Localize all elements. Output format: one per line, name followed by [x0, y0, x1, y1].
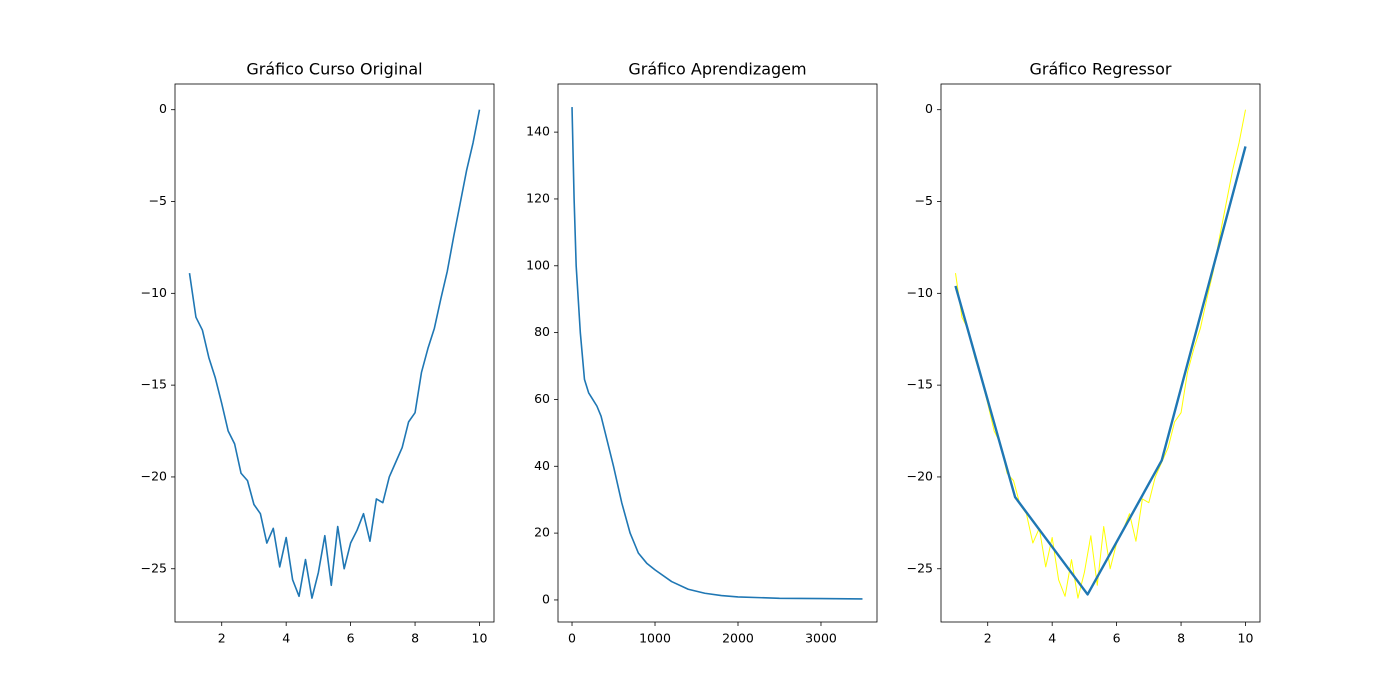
x-tick-label: 2 — [218, 631, 226, 646]
subplot: Gráfico Regressor 2 4 6 8 10 0 −5 −10 −15 −20 −25 — [907, 60, 1261, 646]
y-tick-label: −10 — [141, 285, 167, 300]
subplot: Gráfico Curso Original 2 4 6 8 10 0 −5 −10 −15 −20… — [141, 60, 495, 646]
y-tick-label: −20 — [141, 468, 167, 483]
y-tick-label: −5 — [149, 193, 167, 208]
subplot-title: Gráfico Aprendizagem — [628, 60, 806, 79]
x-tick-label: 6 — [347, 631, 355, 646]
y-tick-label: 120 — [526, 190, 550, 205]
y-tick-label: 0 — [542, 591, 550, 606]
y-tick-label: −25 — [141, 560, 167, 575]
subplot-title: Gráfico Curso Original — [246, 60, 422, 79]
x-tick-label: 10 — [472, 631, 488, 646]
y-tick-label: −10 — [907, 285, 933, 300]
y-tick-label: 80 — [534, 324, 550, 339]
x-tick-label: 10 — [1238, 631, 1254, 646]
axes-frame — [940, 83, 1261, 623]
x-tick-label: 3000 — [805, 631, 837, 646]
x-tick-label: 0 — [568, 631, 576, 646]
x-tick-label: 4 — [1048, 631, 1056, 646]
data-line — [188, 109, 481, 599]
axes-frame — [557, 83, 878, 623]
y-tick-label: −15 — [141, 377, 167, 392]
x-tick-label: 8 — [411, 631, 419, 646]
subplot: Gráfico Aprendizagem 0 1000 2000 3000 0 20 40 60… — [526, 60, 878, 646]
y-tick-label: 60 — [534, 391, 550, 406]
y-tick-label: −25 — [907, 560, 933, 575]
x-tick-label: 2 — [984, 631, 992, 646]
x-tick-label: 2000 — [722, 631, 754, 646]
y-tick-label: 100 — [526, 257, 550, 272]
data-line — [571, 107, 863, 600]
data-line — [954, 146, 1247, 596]
x-tick-label: 8 — [1177, 631, 1185, 646]
y-tick-label: 40 — [534, 458, 550, 473]
y-tick-label: −5 — [915, 193, 933, 208]
y-tick-label: −15 — [907, 377, 933, 392]
y-tick-label: 0 — [925, 101, 933, 116]
y-tick-label: 140 — [526, 124, 550, 139]
x-tick-label: 4 — [282, 631, 290, 646]
x-tick-label: 1000 — [639, 631, 671, 646]
axes-frame — [174, 83, 495, 623]
data-line — [955, 109, 1246, 599]
y-tick-label: −20 — [907, 468, 933, 483]
subplot-title: Gráfico Regressor — [1029, 60, 1171, 79]
x-tick-label: 6 — [1113, 631, 1121, 646]
y-tick-label: 20 — [534, 525, 550, 540]
y-tick-label: 0 — [159, 101, 167, 116]
